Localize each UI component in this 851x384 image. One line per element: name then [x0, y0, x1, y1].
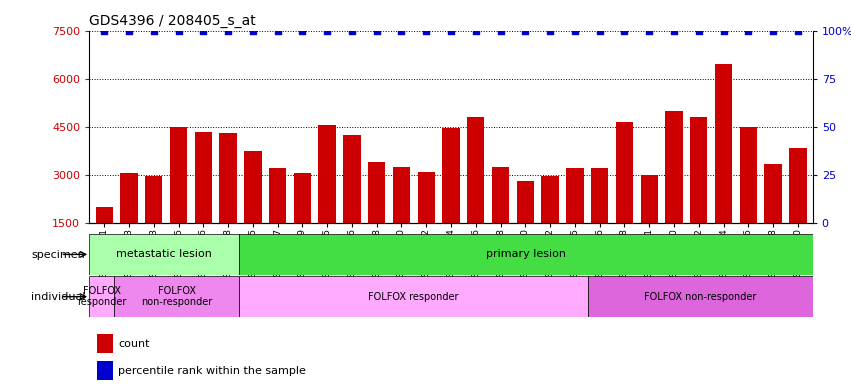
Point — [667, 28, 681, 34]
Point — [618, 28, 631, 34]
Text: percentile rank within the sample: percentile rank within the sample — [118, 366, 306, 376]
Bar — [239, 276, 588, 317]
Bar — [96, 334, 112, 353]
Point — [791, 28, 805, 34]
Bar — [114, 276, 239, 317]
Bar — [95, 207, 113, 271]
Bar — [492, 167, 509, 271]
Bar — [566, 168, 584, 271]
Point — [643, 28, 656, 34]
Point — [741, 28, 755, 34]
Bar — [96, 361, 112, 380]
Point — [717, 28, 730, 34]
Text: specimen: specimen — [31, 250, 85, 260]
Point — [172, 28, 186, 34]
Bar — [269, 168, 286, 271]
Text: primary lesion: primary lesion — [486, 249, 566, 260]
Bar — [418, 172, 435, 271]
Point — [494, 28, 507, 34]
Point — [246, 28, 260, 34]
Bar — [467, 117, 484, 271]
Bar — [170, 127, 187, 271]
Bar — [641, 175, 658, 271]
Point — [370, 28, 384, 34]
Point — [221, 28, 235, 34]
Point — [395, 28, 408, 34]
Bar — [517, 181, 534, 271]
Point — [420, 28, 433, 34]
Bar — [393, 167, 410, 271]
Text: FOLFOX
non-responder: FOLFOX non-responder — [141, 286, 212, 308]
Bar — [195, 132, 212, 271]
Text: metastatic lesion: metastatic lesion — [117, 249, 212, 260]
Point — [593, 28, 607, 34]
Text: individual: individual — [31, 292, 85, 302]
Point — [197, 28, 210, 34]
Bar — [89, 276, 114, 317]
Bar — [343, 135, 361, 271]
Text: FOLFOX non-responder: FOLFOX non-responder — [644, 291, 757, 302]
Bar — [690, 117, 707, 271]
Bar — [145, 176, 163, 271]
Bar — [665, 111, 683, 271]
Point — [147, 28, 161, 34]
Bar — [740, 127, 757, 271]
Bar — [591, 168, 608, 271]
Bar — [318, 125, 336, 271]
Bar — [764, 164, 782, 271]
Text: FOLFOX
responder: FOLFOX responder — [77, 286, 127, 308]
Text: GDS4396 / 208405_s_at: GDS4396 / 208405_s_at — [89, 14, 256, 28]
Bar — [789, 147, 807, 271]
Point — [543, 28, 557, 34]
Point — [97, 28, 111, 34]
Bar — [89, 234, 239, 275]
Bar — [541, 176, 559, 271]
Bar — [220, 133, 237, 271]
Text: count: count — [118, 339, 150, 349]
Point — [295, 28, 309, 34]
Point — [320, 28, 334, 34]
Bar — [368, 162, 386, 271]
Point — [271, 28, 284, 34]
Bar — [715, 65, 732, 271]
Point — [346, 28, 359, 34]
Bar — [616, 122, 633, 271]
Point — [123, 28, 136, 34]
Bar — [588, 276, 813, 317]
Bar — [239, 234, 813, 275]
Bar — [244, 151, 261, 271]
Point — [766, 28, 780, 34]
Point — [692, 28, 705, 34]
Bar — [443, 128, 460, 271]
Point — [518, 28, 532, 34]
Point — [469, 28, 483, 34]
Point — [444, 28, 458, 34]
Bar — [294, 173, 311, 271]
Bar — [120, 173, 138, 271]
Text: FOLFOX responder: FOLFOX responder — [368, 291, 459, 302]
Point — [568, 28, 582, 34]
